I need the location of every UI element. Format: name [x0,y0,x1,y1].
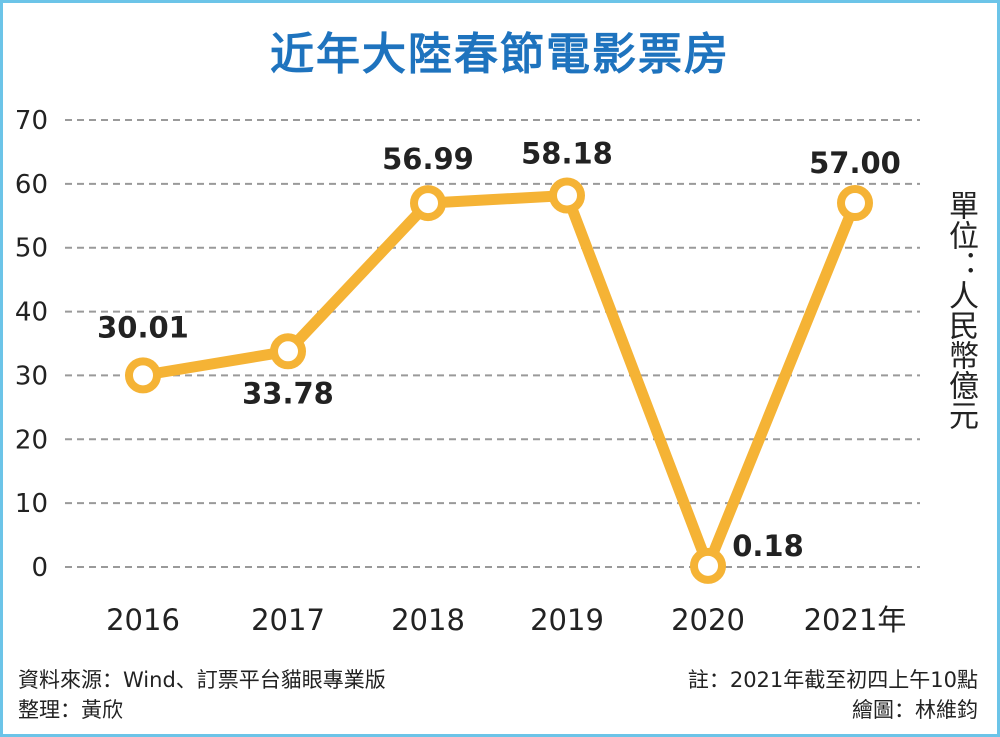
data-label: 58.18 [521,136,613,170]
series-line [137,189,861,572]
data-label: 33.78 [242,376,334,410]
data-point [270,333,306,370]
unit-label: 單位：人民幣億元 [943,190,978,430]
y-tick-label: 60 [15,170,48,200]
y-tick-label: 50 [15,234,48,264]
x-tick-label: 2020 [671,603,745,637]
data-label: 57.00 [809,146,901,180]
y-tick-label: 10 [15,489,48,519]
data-label: 0.18 [732,529,804,563]
y-tick-label: 40 [15,298,48,328]
data-point [410,185,446,222]
x-tick-label: 2021年 [804,603,907,637]
x-tick-label: 2019 [530,603,604,637]
data-point [125,357,161,394]
illustrator-credit: 繪圖：林維鈞 [852,698,978,722]
source-note: 資料來源：Wind、訂票平台貓眼專業版 [18,668,386,692]
editor-credit: 整理：黃欣 [18,698,123,722]
footnote: 註：2021年截至初四上午10點 [687,668,978,692]
data-point [837,185,873,222]
x-tick-label: 2017 [251,603,325,637]
x-tick-label: 2016 [106,603,180,637]
y-tick-label: 30 [15,361,48,391]
x-tick-label: 2018 [391,603,465,637]
chart-title: 近年大陸春節電影票房 [270,29,730,80]
y-tick-label: 20 [15,425,48,455]
data-point [549,177,585,214]
y-tick-label: 70 [15,106,48,136]
y-tick-label: 0 [31,553,48,583]
data-point [690,547,726,584]
data-label: 30.01 [97,310,189,344]
data-label: 56.99 [382,142,474,176]
